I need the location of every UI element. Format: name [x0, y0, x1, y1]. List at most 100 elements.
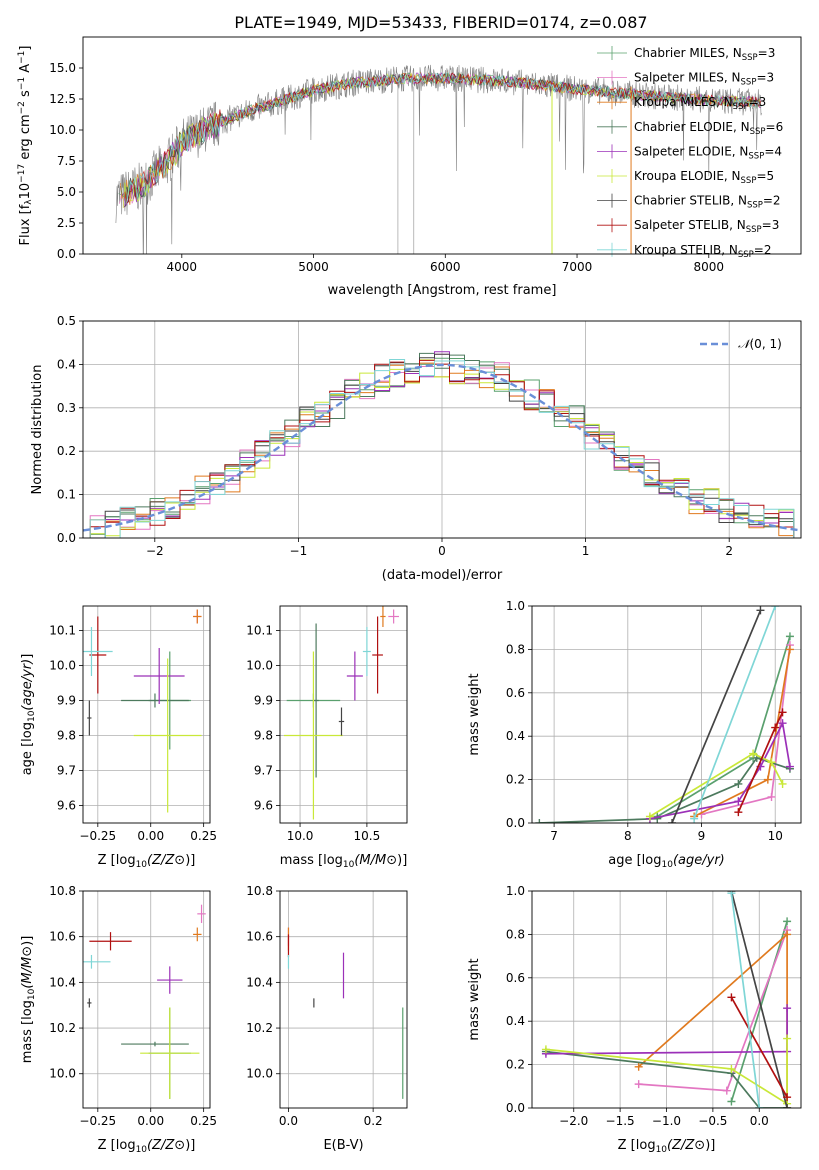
- y-tick-label: 0.2: [506, 773, 525, 787]
- weight-marker: [541, 1045, 550, 1054]
- x-axis-label: Z [log10(Z/Z⊙)]: [98, 853, 196, 870]
- y-tick-label: 0.5: [57, 314, 76, 328]
- y-tick-label: 0.2: [506, 1058, 525, 1072]
- x-axis-label: age [log10(age/yr): [608, 853, 724, 870]
- weight-series: [541, 891, 792, 1108]
- histogram-series: [89, 359, 795, 538]
- y-tick-label: 9.9: [254, 694, 273, 708]
- histograms: [83, 351, 801, 538]
- weight-marker: [783, 1004, 792, 1013]
- legend-entry: Chabrier ELODIE, NSSP=6: [634, 120, 783, 137]
- weight-marker: [690, 814, 699, 823]
- weight-marker: [778, 719, 787, 728]
- error-bar-point: [197, 904, 206, 923]
- x-tick-label: −0.25: [79, 829, 116, 843]
- weight-series: [535, 606, 794, 823]
- x-axis-label: E(B-V): [323, 1138, 363, 1153]
- legend-entry: Salpeter MILES, NSSP=3: [634, 71, 774, 88]
- error-bars: [83, 609, 202, 813]
- y-tick-label: 10.0: [49, 659, 76, 673]
- error-bar-point: [346, 651, 363, 701]
- x-tick-label: −0.25: [79, 1114, 116, 1128]
- figure-title: PLATE=1949, MJD=53433, FIBERID=0174, z=0…: [234, 13, 647, 32]
- weight-line: [693, 606, 776, 820]
- y-tick-label: 7.5: [57, 154, 76, 168]
- weight-line: [730, 921, 788, 1102]
- y-tick-label: 0.6: [506, 686, 525, 700]
- axes-frame: [82, 36, 802, 255]
- x-tick-label: 9: [698, 829, 706, 843]
- x-tick-label: 10.5: [354, 829, 381, 843]
- weight-marker: [778, 708, 787, 717]
- x-tick-label: 8000: [694, 260, 725, 274]
- error-bar-point: [362, 627, 371, 676]
- histogram-series: [89, 359, 795, 538]
- y-tick-label: 12.5: [49, 92, 76, 106]
- y-tick-label: 0.2: [57, 444, 76, 458]
- x-tick-label: −1.0: [652, 1114, 681, 1128]
- y-tick-label: 10.1: [49, 624, 76, 638]
- x-tick-label: 0.25: [190, 1114, 217, 1128]
- weight-marker: [727, 993, 736, 1002]
- legend-entry: 𝒩(0, 1): [738, 337, 782, 351]
- x-tick-label: 4000: [167, 260, 198, 274]
- y-tick-label: 10.1: [246, 624, 273, 638]
- weight-marker: [755, 1104, 764, 1108]
- legend-entry: Salpeter ELODIE, NSSP=4: [634, 144, 782, 161]
- x-tick-label: 0.0: [750, 1114, 769, 1128]
- y-axis-label: Flux [fλ10−17 erg cm−2 s−1 A−1]: [17, 46, 34, 246]
- y-tick-label: 0.8: [506, 642, 525, 656]
- y-tick-label: 9.9: [57, 694, 76, 708]
- weight-marker: [785, 632, 794, 641]
- spectrum-lines: [115, 64, 762, 254]
- y-tick-label: 0.0: [57, 247, 76, 261]
- y-tick-label: 10.8: [49, 884, 76, 898]
- legend-entry: Kroupa MILES, NSSP=3: [634, 95, 766, 112]
- histogram-series: [90, 351, 795, 538]
- weight-line: [730, 996, 788, 1098]
- weight-marker: [771, 606, 780, 610]
- weight-marker: [634, 1080, 643, 1089]
- y-tick-label: 1.0: [506, 884, 525, 898]
- error-bar-point: [133, 648, 185, 704]
- x-axis-label: Z [log10(Z/Z⊙)]: [618, 1138, 716, 1155]
- weight-marker: [771, 723, 780, 732]
- error-bar-point: [87, 998, 92, 1008]
- axes-frame: [82, 890, 211, 1109]
- y-tick-label: 1.0: [506, 599, 525, 613]
- x-axis-label: Z [log10(Z/Z⊙)]: [98, 1138, 196, 1155]
- weight-marker: [727, 1097, 736, 1106]
- error-bar-point: [89, 616, 107, 694]
- x-tick-label: 2: [725, 544, 733, 558]
- y-tick-label: 10.4: [246, 975, 273, 989]
- error-bar-point: [140, 1007, 200, 1099]
- error-bar-point: [372, 616, 383, 694]
- weight-marker: [783, 930, 792, 939]
- error-bar-point: [89, 932, 132, 951]
- mass-age-panel: 10.0 10.5 9.6 9.7 9.8 9.9 10.0 10.1 mass [log10(…: [246, 605, 408, 870]
- weight-marker: [783, 1034, 792, 1043]
- x-tick-label: 0.2: [364, 1114, 383, 1128]
- weight-marker: [727, 1064, 736, 1073]
- z-mass-panel: −0.25 0.00 0.25 10.0 10.2 10.4 10.6 10.8 Z [log1…: [20, 884, 217, 1155]
- weight-marker: [645, 812, 654, 821]
- ebv-mass-panel: 0.0 0.2 10.0 10.2 10.4 10.6 10.8 E(B-V): [246, 884, 408, 1153]
- legend-entry: Chabrier STELIB, NSSP=2: [634, 194, 781, 211]
- error-bar-point: [193, 609, 202, 624]
- x-axis-label: wavelength [Angstrom, rest frame]: [328, 283, 557, 298]
- weight-marker: [783, 917, 792, 926]
- x-tick-label: 5000: [298, 260, 329, 274]
- axes-frame: [82, 320, 802, 539]
- x-tick-label: −0.5: [698, 1114, 727, 1128]
- y-tick-label: 0.0: [506, 816, 525, 830]
- y-tick-label: 10.2: [246, 1021, 273, 1035]
- legend-entry: Chabrier MILES, NSSP=3: [634, 46, 775, 63]
- model-spectrum: [120, 72, 761, 202]
- weight-marker: [727, 891, 736, 898]
- y-tick-label: 9.6: [57, 799, 76, 813]
- x-tick-label: −1: [290, 544, 308, 558]
- y-axis-label: mass [log10(M/M⊙)]: [20, 936, 37, 1064]
- x-tick-label: −2: [146, 544, 164, 558]
- y-tick-label: 9.6: [254, 799, 273, 813]
- y-tick-label: 10.0: [49, 123, 76, 137]
